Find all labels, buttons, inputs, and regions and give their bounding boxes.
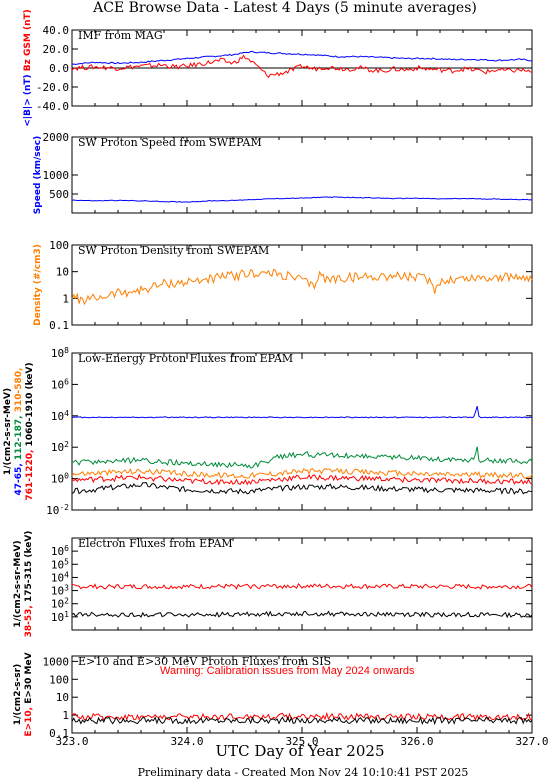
panel-frame — [71, 244, 533, 326]
y-tick-label: 20.0 — [43, 43, 70, 56]
y-tick-label: 100 — [49, 673, 69, 686]
y-tick-label: 0.1 — [49, 727, 69, 740]
series-line-38-53 — [71, 582, 533, 590]
series-line-310-580 — [71, 467, 533, 479]
y-axis-label-part: 1/(cm2-s-sr) — [13, 664, 23, 725]
y-tick-label: 100 — [49, 239, 69, 252]
series-line-E>10 — [71, 711, 533, 722]
y-axis-label-line: 1/(cm2-s-sr-MeV) — [13, 540, 23, 627]
y-tick-label: 105 — [51, 557, 69, 571]
series-line-Bz GSM — [71, 54, 533, 79]
x-tick-label: 324.0 — [170, 735, 203, 748]
y-tick-label: 0.1 — [49, 319, 69, 332]
y-axis-label: Speed (km/sec) — [33, 136, 43, 214]
y-axis-label-part: 112-187, — [14, 412, 24, 460]
y-axis-label-part: 175-315 (keV) — [24, 531, 34, 602]
y-tick-label: 101 — [51, 610, 69, 624]
page-header: ACE Browse Data - Latest 4 Days (5 minut… — [92, 0, 477, 16]
series-line-Density — [71, 268, 533, 306]
y-axis-label-part: 47-65, — [14, 460, 24, 495]
y-axis-label-part: 38-53, — [24, 602, 34, 637]
y-axis-label-part: 761-1220, — [25, 446, 35, 500]
footer-note: Preliminary data - Created Mon Nov 24 10… — [138, 766, 469, 779]
y-tick-label: 1000 — [43, 169, 70, 182]
series-line-175-315 — [71, 610, 533, 619]
x-tick-label: 325.0 — [285, 735, 318, 748]
y-tick-label: 40.0 — [43, 24, 70, 37]
y-tick-label: 104 — [51, 409, 69, 423]
y-tick-label: 103 — [51, 584, 69, 598]
panel-5: Electron Fluxes from EPAM 106105104103102… — [13, 531, 533, 638]
y-axis-label: Density (#/cm3) — [33, 244, 43, 326]
series-line-1060-1910 — [71, 482, 533, 495]
x-tick-label: 326.0 — [400, 735, 433, 748]
panel-title: SW Proton Speed from SWEPAM — [78, 136, 262, 149]
y-axis-label-line: 761-1220, 1060-1910 (keV) — [25, 362, 35, 500]
panel-4: Low-Energy Proton Fluxes from EPAM 108 106… — [3, 346, 533, 517]
series-line-Speed — [71, 196, 533, 203]
y-tick-label: 108 — [51, 346, 69, 360]
y-axis-label-line: 38-53, 175-315 (keV) — [24, 531, 34, 638]
panel-title: IMF from MAG — [78, 29, 163, 42]
series-line-47-65 — [71, 405, 533, 419]
panel-2: SW Proton Speed from SWEPAM 2000 1000 500 Sp… — [33, 131, 533, 214]
series-line-112-187 — [71, 446, 533, 469]
y-axis-label-part: Bz GSM (nT) — [23, 9, 33, 71]
x-tick-label: 327.0 — [515, 735, 548, 748]
y-axis-label-part: 1060-1910 (keV) — [25, 362, 35, 446]
x-axis-title: UTC Day of Year 2025 — [216, 742, 385, 760]
y-tick-label: -40.0 — [36, 100, 69, 113]
y-axis-label-part: Speed (km/sec) — [33, 136, 43, 214]
y-tick-label: 102 — [51, 440, 69, 454]
y-tick-label: 10-2 — [46, 503, 69, 517]
y-axis-label-part: 310-580, — [14, 368, 24, 413]
y-tick-label: 500 — [49, 188, 69, 201]
y-axis-label-part: E>30 MeV — [24, 652, 34, 703]
series-line-<|B|> — [71, 50, 533, 66]
y-tick-label: 104 — [51, 570, 69, 584]
y-tick-label: 0.0 — [49, 62, 69, 75]
y-tick-label: -20.0 — [36, 81, 69, 94]
y-axis-label-part: 1/(cm2-s-sr-MeV) — [13, 540, 23, 627]
panel-6: E>10 and E>30 MeV Proton Fluxes from SIS… — [13, 652, 533, 740]
panel-1: IMF from MAG 40.0 20.0 0.0 -20.0 -40.0<|B|> (… — [23, 9, 533, 127]
y-tick-label: 1000 — [43, 655, 70, 668]
y-axis-label-part: Density (#/cm3) — [33, 244, 43, 326]
y-axis-label-line: 1/(cm2-s-sr) — [13, 664, 23, 725]
y-axis-label-part: 1/(cm2-s-sr-MeV) — [3, 388, 13, 475]
panel-title: SW Proton Density from SWEPAM — [78, 244, 269, 257]
y-axis-label-part: E>10, — [24, 704, 34, 737]
y-axis-label-line: 47-65, 112-187, 310-580, — [14, 368, 24, 496]
y-axis-label-part: <|B|> (nT) — [23, 71, 33, 127]
y-tick-label: 10 — [56, 691, 69, 704]
y-axis-label-line: 1/(cm2-s-sr-MeV) — [3, 388, 13, 475]
panel-title: Low-Energy Proton Fluxes from EPAM — [78, 352, 293, 365]
y-tick-label: 106 — [51, 544, 69, 558]
y-axis-label-line: E>10, E>30 MeV — [24, 652, 34, 736]
y-axis-label: <|B|> (nT) Bz GSM (nT) — [23, 9, 33, 127]
y-tick-label: 10 — [56, 266, 69, 279]
y-tick-label: 106 — [51, 377, 69, 391]
y-tick-label: 102 — [51, 597, 69, 611]
y-tick-label: 2000 — [43, 131, 70, 144]
y-tick-label: 100 — [51, 472, 69, 486]
x-tick-label: 323.0 — [55, 735, 88, 748]
series-line-761-1220 — [71, 473, 533, 486]
y-tick-label: 1 — [62, 709, 69, 722]
y-tick-label: 1 — [62, 292, 69, 305]
warning-label: Warning: Calibration issues from May 202… — [160, 665, 415, 677]
panel-3: SW Proton Density from SWEPAM 100 10 1 0.1 De… — [33, 239, 533, 332]
panel-title: Electron Fluxes from EPAM — [78, 537, 233, 550]
series-line-E>30 — [71, 716, 533, 726]
